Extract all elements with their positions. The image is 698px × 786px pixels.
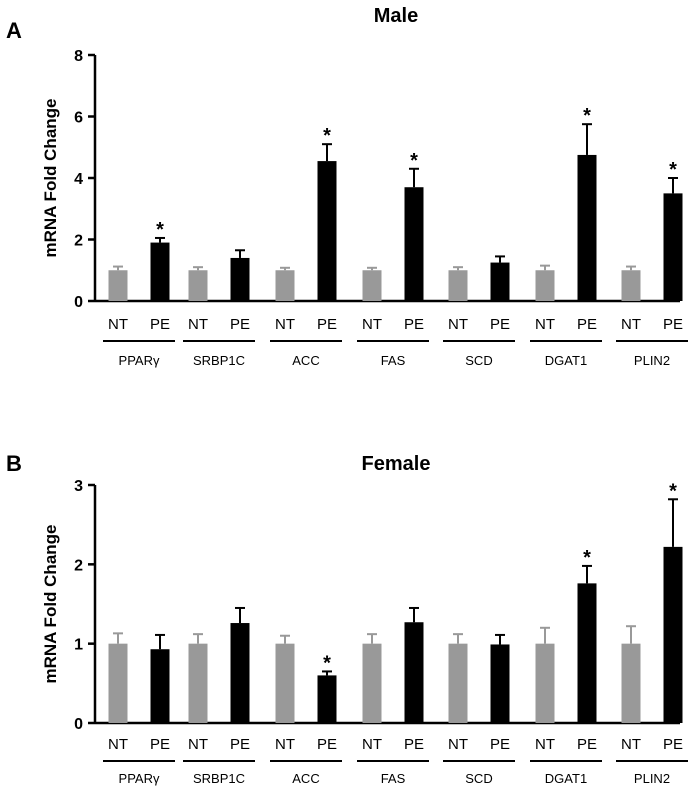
panel-b-bar-pe xyxy=(150,649,170,723)
panel-a-significance-star: * xyxy=(410,150,418,172)
panel-b-x-tick-label: NT xyxy=(188,736,208,753)
panel-b-bar-nt xyxy=(621,643,641,723)
panel-a-x-tick-label: PE xyxy=(663,316,683,333)
panel-b-x-tick-label: NT xyxy=(275,736,295,753)
panel-b-significance-star: * xyxy=(323,652,331,674)
panel-a-x-tick-label: NT xyxy=(448,316,468,333)
panel-b-title: Female xyxy=(362,453,431,475)
panel-b-y-tick-label: 0 xyxy=(74,716,83,733)
panel-a-y-tick-label: 6 xyxy=(74,110,83,127)
panel-a-title: Male xyxy=(374,5,418,27)
panel-b-group-label: SCD xyxy=(465,771,492,786)
panel-b-x-tick-label: NT xyxy=(621,736,641,753)
panel-b-x-tick-label: PE xyxy=(490,736,510,753)
panel-a-bar-nt xyxy=(362,270,382,301)
panel-b-bar-nt xyxy=(188,643,208,723)
panel-a-group-label: SCD xyxy=(465,353,492,368)
panel-a-group-label: PLIN2 xyxy=(634,353,670,368)
panel-a-bar-pe xyxy=(230,257,250,301)
panel-a-group-label: ACC xyxy=(292,353,319,368)
panel-b-x-tick-label: NT xyxy=(448,736,468,753)
panel-b-x-tick-label: NT xyxy=(362,736,382,753)
panel-a-significance-star: * xyxy=(156,219,164,241)
panel-b-y-tick-label: 3 xyxy=(74,478,83,495)
panel-b-x-tick-label: PE xyxy=(150,736,170,753)
panel-a-group-label: SRBP1C xyxy=(193,353,245,368)
panel-a-bar-nt xyxy=(448,270,468,301)
panel-b-bar-pe xyxy=(663,546,683,723)
panel-a-x-tick-label: NT xyxy=(362,316,382,333)
panel-b-bar-nt xyxy=(275,643,295,723)
panel-a-bar-nt xyxy=(535,270,555,301)
panel-a-bar-pe xyxy=(317,161,337,301)
panel-b-significance-star: * xyxy=(583,547,591,569)
panel-b-x-tick-label: NT xyxy=(535,736,555,753)
panel-a-x-tick-label: NT xyxy=(188,316,208,333)
panel-b-group-label: SRBP1C xyxy=(193,771,245,786)
panel-a-x-tick-label: PE xyxy=(150,316,170,333)
panel-a-x-tick-label: NT xyxy=(535,316,555,333)
panel-b-x-tick-label: PE xyxy=(230,736,250,753)
panel-b-x-tick-label: PE xyxy=(663,736,683,753)
panel-b-group-label: DGAT1 xyxy=(545,771,587,786)
panel-b-bar-nt xyxy=(448,643,468,723)
panel-a-bar-nt xyxy=(188,270,208,301)
panel-a-group-label: FAS xyxy=(381,353,406,368)
panel-b-bar-nt xyxy=(362,643,382,723)
panel-a-x-tick-label: PE xyxy=(230,316,250,333)
panel-a-bar-pe xyxy=(490,262,510,301)
panel-b-bar-nt xyxy=(108,643,128,723)
panel-a-bar-pe xyxy=(663,193,683,301)
panel-b-group-label: ACC xyxy=(292,771,319,786)
panel-b-x-tick-label: PE xyxy=(577,736,597,753)
panel-a-bar-nt xyxy=(108,270,128,301)
panel-b-group-label: FAS xyxy=(381,771,406,786)
panel-a-group-label: DGAT1 xyxy=(545,353,587,368)
panel-a-y-tick-label: 8 xyxy=(74,48,83,65)
panel-a-bar-pe xyxy=(150,242,170,301)
panel-b-letter: B xyxy=(6,451,22,476)
panel-a-significance-star: * xyxy=(583,105,591,127)
panel-a-x-tick-label: NT xyxy=(275,316,295,333)
panel-a-significance-star: * xyxy=(669,159,677,181)
panel-a-y-tick-label: 4 xyxy=(74,171,83,188)
panel-b-bar-pe xyxy=(490,644,510,723)
panel-a-group-label: PPARγ xyxy=(119,353,160,368)
panel-a-bar-pe xyxy=(577,154,597,301)
panel-b-x-tick-label: PE xyxy=(404,736,424,753)
panel-b-bar-pe xyxy=(317,675,337,723)
panel-b-y-axis-label: mRNA Fold Change xyxy=(41,525,60,684)
panel-b-bar-nt xyxy=(535,643,555,723)
panel-a-y-tick-label: 0 xyxy=(74,294,83,311)
panel-b-significance-star: * xyxy=(669,480,677,502)
panel-a-y-tick-label: 2 xyxy=(74,233,83,250)
panel-a-x-tick-label: PE xyxy=(490,316,510,333)
panel-a-x-tick-label: PE xyxy=(404,316,424,333)
panel-a-x-tick-label: NT xyxy=(108,316,128,333)
panel-b-group-label: PLIN2 xyxy=(634,771,670,786)
panel-a-bar-nt xyxy=(275,270,295,301)
panel-b-x-tick-label: NT xyxy=(108,736,128,753)
panel-b-x-tick-label: PE xyxy=(317,736,337,753)
panel-a-y-axis-label: mRNA Fold Change xyxy=(41,99,60,258)
panel-b-group-label: PPARγ xyxy=(119,771,160,786)
panel-b-bar-pe xyxy=(230,623,250,723)
panel-a-bar-nt xyxy=(621,270,641,301)
panel-a-x-tick-label: NT xyxy=(621,316,641,333)
panel-a-significance-star: * xyxy=(323,125,331,147)
panel-b-y-tick-label: 2 xyxy=(74,557,83,574)
panel-a-letter: A xyxy=(6,18,22,43)
panel-a-x-tick-label: PE xyxy=(317,316,337,333)
panel-b-y-tick-label: 1 xyxy=(74,637,83,654)
panel-b-bar-pe xyxy=(577,583,597,723)
panel-b-bar-pe xyxy=(404,622,424,723)
panel-a-x-tick-label: PE xyxy=(577,316,597,333)
panel-a-bar-pe xyxy=(404,187,424,301)
